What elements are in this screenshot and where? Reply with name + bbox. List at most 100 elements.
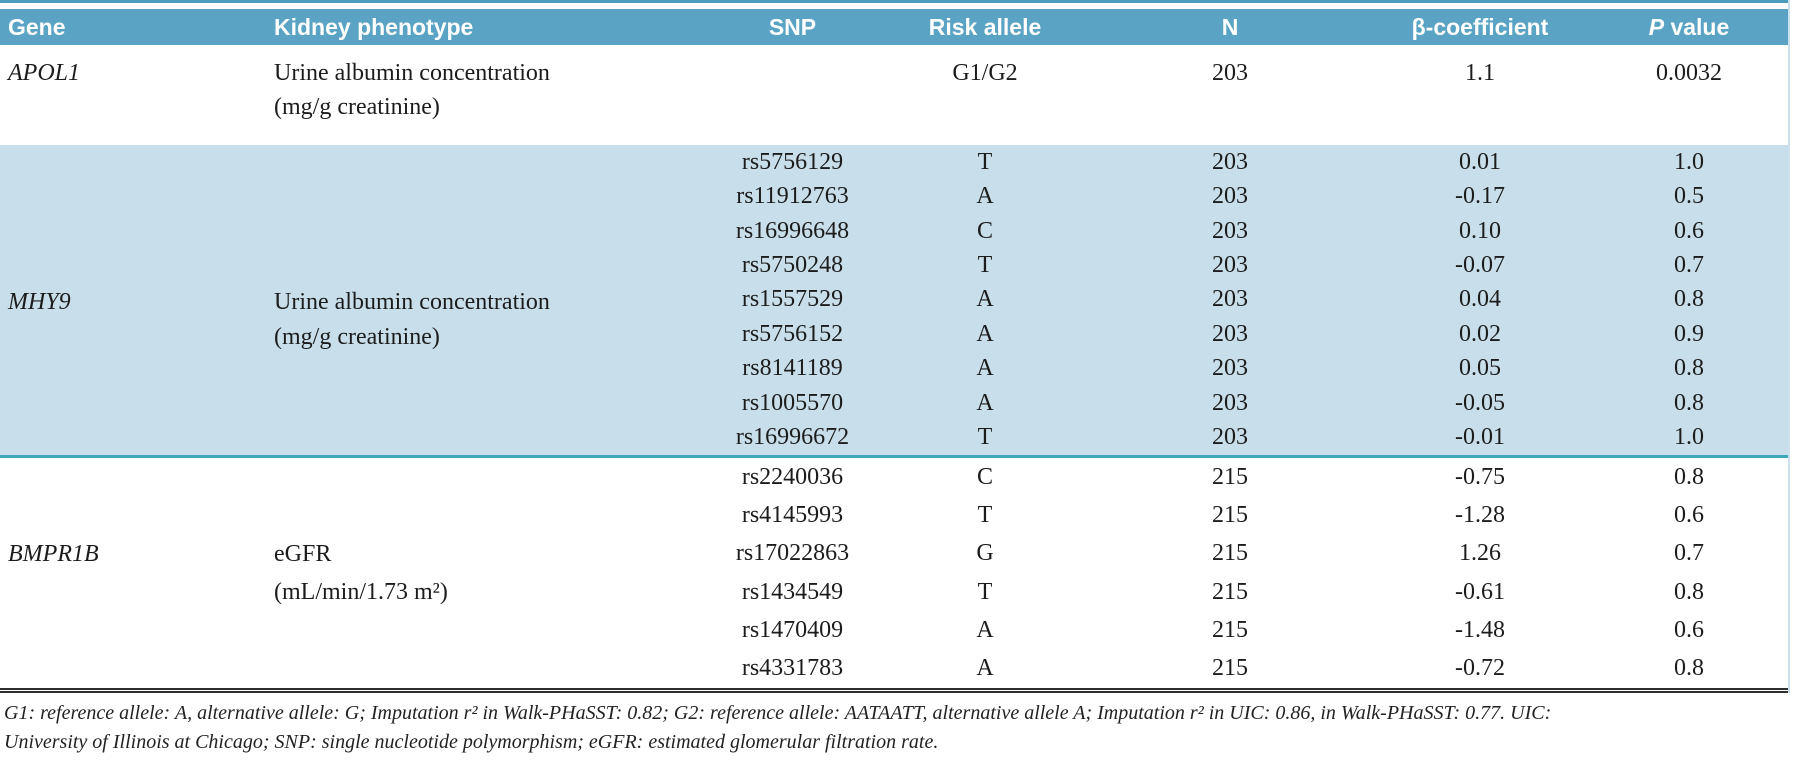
risk-allele-cell: A — [976, 286, 994, 313]
table-row: rs5756129 T 203 0.01 1.0 — [705, 145, 1788, 179]
n-cell: 203 — [1212, 389, 1248, 416]
table-section: MHY9 Urine albumin concentration (mg/g cre… — [0, 145, 1788, 458]
snp-cell: rs1434549 — [741, 578, 844, 605]
table-body: APOL1 Urine albumin concentration (mg/g cr… — [0, 45, 1788, 688]
phenotype-line: (mg/g creatinine) — [274, 94, 440, 120]
n-cell: 203 — [1212, 355, 1248, 382]
risk-allele-cell: A — [976, 320, 994, 347]
risk-allele-cell: A — [976, 355, 994, 382]
n-cell: 203 — [1212, 286, 1248, 313]
beta-coefficient-cell: 0.04 — [1459, 286, 1501, 313]
phenotype-cell: eGFR (mL/min/1.73 m²) — [270, 458, 705, 688]
risk-allele-cell: G1/G2 — [952, 59, 1018, 86]
n-cell: 203 — [1212, 424, 1248, 451]
table-top-rule — [0, 0, 1788, 3]
table-row: rs1557529 A 203 0.04 0.8 — [705, 283, 1788, 317]
snp-rows: rs5756129 T 203 0.01 1.0 rs11912763 A 203 -0.17 0… — [705, 145, 1788, 455]
n-cell: 203 — [1212, 252, 1248, 279]
risk-allele-cell: T — [977, 424, 993, 451]
phenotype-line: Urine albumin concentration — [274, 289, 550, 315]
risk-allele-cell: C — [976, 217, 993, 244]
phenotype-line: Urine albumin concentration — [274, 60, 550, 86]
snp-cell: rs5756129 — [741, 148, 844, 175]
phenotype-cell: Urine albumin concentration (mg/g creatin… — [270, 145, 705, 455]
n-cell: 215 — [1212, 616, 1248, 643]
snp-cell: rs1557529 — [741, 286, 844, 313]
table-bottom-rule — [0, 688, 1788, 693]
beta-coefficient-cell: -0.01 — [1455, 424, 1505, 451]
p-value-cell: 0.6 — [1674, 217, 1704, 244]
snp-cell: rs1005570 — [741, 389, 844, 416]
footnote-line-1: G1: reference allele: A, alternative all… — [4, 702, 1552, 724]
table-row: rs16996672 T 203 -0.01 1.0 — [705, 421, 1788, 455]
beta-coefficient-cell: -0.05 — [1455, 389, 1505, 416]
table-row: rs4145993 T 215 -1.28 0.6 — [705, 496, 1788, 534]
snp-cell: rs16996672 — [735, 424, 850, 451]
n-cell: 215 — [1212, 655, 1248, 682]
snp-rows: G1/G2 203 1.1 0.0032 — [705, 56, 1788, 145]
p-value-cell: 0.6 — [1674, 616, 1704, 643]
p-value-cell: 0.8 — [1674, 655, 1704, 682]
beta-coefficient-cell: 0.05 — [1459, 355, 1501, 382]
beta-coefficient-cell: -1.48 — [1455, 616, 1505, 643]
phenotype-line: (mg/g creatinine) — [274, 324, 440, 350]
risk-allele-cell: T — [977, 148, 993, 175]
p-value-cell: 0.7 — [1674, 540, 1704, 567]
snp-cell: rs8141189 — [742, 355, 843, 382]
n-cell: 215 — [1212, 501, 1248, 528]
table-row: rs16996648 C 203 0.10 0.6 — [705, 214, 1788, 248]
p-value-cell: 0.8 — [1674, 578, 1704, 605]
table-row: rs8141189 A 203 0.05 0.8 — [705, 352, 1788, 386]
risk-allele-cell: G — [976, 540, 994, 567]
table-row: rs11912763 A 203 -0.17 0.5 — [705, 179, 1788, 213]
snp-cell: rs1470409 — [741, 616, 844, 643]
col-header-beta: β-coefficient — [1411, 13, 1549, 40]
n-cell: 215 — [1212, 463, 1248, 490]
p-value-cell: 0.8 — [1674, 286, 1704, 313]
col-header-p-value: P value — [1590, 14, 1788, 41]
snp-cell: rs16996648 — [735, 217, 850, 244]
table-row: rs5750248 T 203 -0.07 0.7 — [705, 248, 1788, 282]
col-header-phenotype: Kidney phenotype — [274, 13, 474, 40]
risk-allele-cell: A — [976, 183, 994, 210]
p-value-cell: 0.0032 — [1656, 59, 1722, 86]
table-footnote: G1: reference allele: A, alternative all… — [0, 699, 1800, 757]
phenotype-cell: Urine albumin concentration (mg/g creatin… — [270, 56, 705, 145]
col-header-gene: Gene — [8, 13, 66, 40]
table-header-row: Gene Kidney phenotype SNP Risk allele N … — [0, 9, 1788, 45]
col-header-risk-allele: Risk allele — [928, 13, 1042, 40]
gene-name: BMPR1B — [8, 541, 99, 567]
beta-coefficient-cell: 0.01 — [1459, 148, 1501, 175]
table-row: rs5756152 A 203 0.02 0.9 — [705, 317, 1788, 351]
snp-rows: rs2240036 C 215 -0.75 0.8 rs4145993 T 215 -1.28 0… — [705, 458, 1788, 688]
snp-cell: rs4145993 — [741, 501, 844, 528]
p-value-cell: 0.6 — [1674, 501, 1704, 528]
n-cell: 203 — [1212, 320, 1248, 347]
snp-cell: rs5750248 — [741, 252, 844, 279]
footnote-line-2: University of Illinois at Chicago; SNP: … — [4, 731, 939, 753]
beta-coefficient-cell: -0.75 — [1455, 463, 1505, 490]
p-value-cell: 0.8 — [1674, 463, 1704, 490]
risk-allele-cell: T — [977, 252, 993, 279]
n-cell: 215 — [1212, 578, 1248, 605]
table-row: G1/G2 203 1.1 0.0032 — [705, 56, 1788, 90]
p-value-cell: 0.8 — [1674, 389, 1704, 416]
beta-coefficient-cell: -1.28 — [1455, 501, 1505, 528]
gene-name: APOL1 — [8, 60, 80, 86]
p-value-cell: 0.9 — [1674, 320, 1704, 347]
n-cell: 203 — [1212, 217, 1248, 244]
beta-coefficient-cell: 1.1 — [1465, 59, 1495, 86]
beta-coefficient-cell: 0.02 — [1459, 320, 1501, 347]
snp-cell: rs11912763 — [736, 183, 849, 210]
table-row: rs17022863 G 215 1.26 0.7 — [705, 535, 1788, 573]
table-row: rs2240036 C 215 -0.75 0.8 — [705, 458, 1788, 496]
beta-coefficient-cell: -0.07 — [1455, 252, 1505, 279]
beta-coefficient-cell: 1.26 — [1459, 540, 1501, 567]
n-cell: 203 — [1212, 148, 1248, 175]
beta-coefficient-cell: -0.72 — [1455, 655, 1505, 682]
risk-allele-cell: C — [976, 463, 993, 490]
risk-allele-cell: T — [977, 578, 993, 605]
snp-cell: rs2240036 — [741, 463, 844, 490]
p-rest: value — [1664, 13, 1730, 40]
table-row: rs4331783 A 215 -0.72 0.8 — [705, 650, 1788, 688]
